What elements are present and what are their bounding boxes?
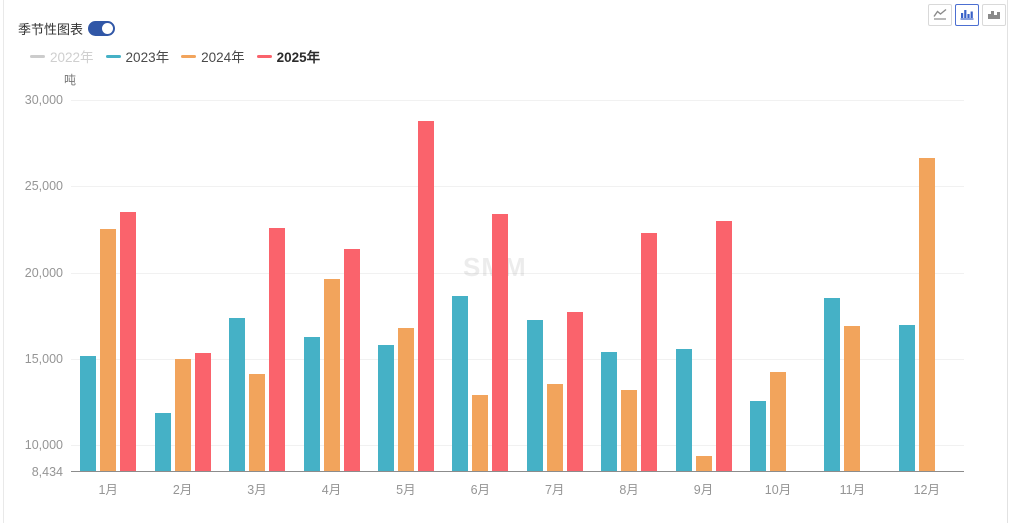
bar-2023年-11月[interactable]: [824, 297, 841, 472]
gridline: [71, 186, 964, 188]
x-axis-tick-label: 2月: [172, 483, 193, 497]
x-axis-tick-label: 10月: [764, 483, 792, 497]
bar-2023年-8月[interactable]: [601, 351, 618, 472]
y-axis-tick-label: 8,434: [31, 465, 63, 479]
bar-2023年-12月[interactable]: [898, 325, 915, 472]
bar-2025年-1月[interactable]: [120, 212, 137, 472]
bar-2024年-11月[interactable]: [844, 326, 861, 472]
bar-chart-icon: [960, 8, 974, 23]
seasonal-toggle-row: 季节性图表: [18, 19, 116, 38]
y-axis-tick-label: 20,000: [24, 265, 63, 280]
bar-2023年-4月[interactable]: [303, 337, 320, 472]
y-axis-tick-label: 10,000: [24, 438, 63, 452]
x-axis-tick-label: 1月: [98, 483, 118, 497]
bar-2023年-9月[interactable]: [675, 349, 692, 472]
x-axis-tick-label: 5月: [396, 483, 416, 497]
chart-type-toolbar: [928, 4, 1006, 26]
legend-label: 2022年: [50, 50, 94, 65]
seasonal-chart-toggle-label: 季节性图表: [18, 22, 84, 37]
x-axis-tick-label: 6月: [470, 483, 491, 497]
legend-marker: [181, 54, 197, 58]
bar-2023年-1月[interactable]: [80, 356, 97, 472]
bar-2025年-8月[interactable]: [641, 232, 658, 472]
bar-2024年-1月[interactable]: [100, 229, 117, 472]
chart-type-stacked-button[interactable]: [982, 4, 1006, 26]
chart-type-line-button[interactable]: [928, 4, 952, 26]
bar-2024年-8月[interactable]: [621, 389, 638, 472]
bar-2024年-10月[interactable]: [770, 371, 786, 472]
legend-item-2023年[interactable]: 2023年: [105, 46, 170, 66]
bar-2024年-2月[interactable]: [174, 358, 191, 472]
y-axis-tick-label: 30,000: [24, 93, 63, 107]
bar-2025年-3月[interactable]: [269, 227, 285, 472]
bar-2023年-2月[interactable]: [154, 413, 171, 472]
legend-marker: [256, 54, 272, 58]
legend-label: 2023年: [125, 50, 170, 65]
legend-marker: [30, 54, 45, 58]
panel-left-border: [3, 0, 4, 523]
y-axis-unit-label: 吨: [64, 73, 77, 87]
panel-right-border: [1007, 0, 1008, 523]
y-axis-tick-label: 15,000: [24, 351, 63, 366]
bar-2024年-7月[interactable]: [546, 383, 563, 472]
bar-2025年-2月[interactable]: [194, 352, 211, 472]
bar-2025年-9月[interactable]: [715, 220, 732, 472]
bar-2024年-12月[interactable]: [918, 157, 935, 472]
bar-2024年-9月[interactable]: [695, 456, 712, 472]
legend-item-2024年[interactable]: 2024年: [181, 46, 245, 66]
x-axis-line: [71, 471, 964, 472]
bar-2024年-4月[interactable]: [323, 278, 340, 472]
x-axis-tick-label: 12月: [913, 483, 940, 497]
bar-2025年-5月[interactable]: [417, 120, 434, 472]
bar-2023年-5月[interactable]: [377, 344, 394, 472]
bar-2024年-6月[interactable]: [472, 395, 489, 472]
stacked-bar-chart-icon: [987, 8, 1001, 23]
bar-2023年-10月[interactable]: [750, 401, 766, 472]
seasonal-bar-chart: SMM 8,43410,00015,00020,00025,00030,0001…: [25, 93, 964, 497]
bar-2025年-4月[interactable]: [343, 249, 360, 472]
x-axis-tick-label: 9月: [693, 483, 714, 497]
bar-2023年-3月[interactable]: [229, 318, 245, 472]
legend-label: 2024年: [201, 50, 245, 65]
legend-marker: [105, 54, 121, 58]
chart-type-bar-button[interactable]: [955, 4, 979, 26]
bar-2025年-6月[interactable]: [492, 213, 509, 472]
bar-2023年-6月[interactable]: [452, 295, 469, 472]
x-axis-tick-label: 4月: [321, 483, 342, 497]
legend-item-2025年[interactable]: 2025年: [256, 46, 321, 66]
bar-2023年-7月[interactable]: [526, 319, 543, 472]
y-axis-tick-label: 25,000: [24, 179, 63, 194]
gridline: [71, 100, 964, 101]
line-chart-icon: [933, 8, 947, 23]
toggle-knob: [102, 23, 114, 34]
bar-2024年-3月[interactable]: [249, 374, 265, 472]
chart-legend: 2022年 2023年 2024年 2025年: [30, 46, 320, 66]
legend-item-2022年[interactable]: 2022年: [30, 46, 94, 66]
bar-2025年-7月[interactable]: [566, 312, 583, 472]
seasonal-chart-toggle[interactable]: [88, 21, 116, 36]
x-axis-tick-label: 7月: [544, 483, 565, 497]
x-axis-tick-label: 8月: [619, 483, 639, 497]
x-axis-tick-label: 11月: [839, 483, 866, 497]
gridline: [71, 358, 964, 360]
x-axis-tick-label: 3月: [247, 483, 267, 497]
gridline: [71, 272, 964, 274]
bar-2024年-5月[interactable]: [397, 327, 414, 472]
legend-label: 2025年: [276, 50, 321, 65]
gridline: [71, 445, 964, 446]
